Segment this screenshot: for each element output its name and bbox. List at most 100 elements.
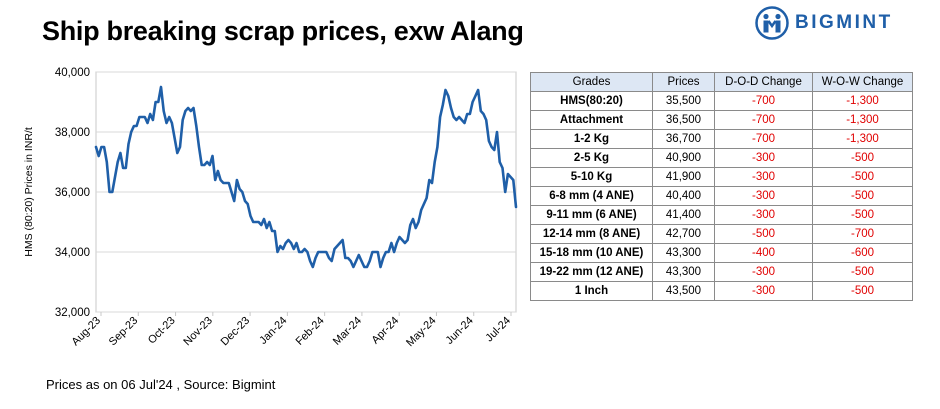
cell-wow-change: -1,300 <box>812 129 913 149</box>
data-point <box>450 107 452 109</box>
data-point <box>285 242 287 244</box>
table-row: 5-10 Kg 41,900 -300 -500 <box>530 167 913 187</box>
data-point <box>431 182 433 184</box>
data-point <box>363 266 365 268</box>
data-point <box>371 251 373 253</box>
data-point <box>182 119 184 121</box>
data-point <box>133 125 135 127</box>
table-row: 6-8 mm (4 ANE) 40,400 -300 -500 <box>530 186 913 206</box>
x-tick-label: Aug-23 <box>70 315 104 349</box>
page-title: Ship breaking scrap prices, exw Alang <box>42 16 524 46</box>
data-point <box>490 146 492 148</box>
cell-dod-change: -700 <box>714 129 813 149</box>
data-point <box>485 119 487 121</box>
brand-logo: BIGMINT <box>755 6 893 40</box>
data-point <box>209 164 211 166</box>
data-point <box>328 257 330 259</box>
data-point <box>103 146 105 148</box>
table-row: Attachment 36,500 -700 -1,300 <box>530 110 913 130</box>
data-point <box>428 179 430 181</box>
data-point <box>390 242 392 244</box>
cell-grade: 12-14 mm (8 ANE) <box>530 224 653 244</box>
data-point <box>276 251 278 253</box>
data-point <box>474 95 476 97</box>
cell-dod-change: -700 <box>714 91 813 111</box>
cell-price: 42,700 <box>652 224 715 244</box>
data-point <box>219 179 221 181</box>
data-point <box>471 101 473 103</box>
data-point <box>95 146 97 148</box>
data-point <box>225 182 227 184</box>
price-table-container: Grades Prices D-O-D Change W-O-W Change … <box>530 72 913 301</box>
cell-grade: 19-22 mm (12 ANE) <box>530 262 653 282</box>
footer-note: Prices as on 06 Jul'24 , Source: Bigmint <box>46 377 276 392</box>
data-point <box>163 110 165 112</box>
data-point <box>146 122 148 124</box>
cell-price: 40,900 <box>652 148 715 168</box>
cell-grade: Attachment <box>530 110 653 130</box>
cell-wow-change: -500 <box>812 148 913 168</box>
data-point <box>463 122 465 124</box>
price-chart-svg: 32,000 34,000 36,000 38,000 40,000 HMS (80:20… <box>23 67 518 349</box>
data-point <box>504 191 506 193</box>
data-point <box>301 251 303 253</box>
data-point <box>442 104 444 106</box>
cell-dod-change: -300 <box>714 167 813 187</box>
y-axis-title: HMS (80:20) Prices in INR/t <box>23 127 35 257</box>
table-row: 19-22 mm (12 ANE) 43,300 -300 -500 <box>530 262 913 282</box>
data-point <box>423 203 425 205</box>
data-point <box>404 242 406 244</box>
data-point <box>312 266 314 268</box>
data-point <box>488 140 490 142</box>
data-point <box>512 179 514 181</box>
data-point <box>314 257 316 259</box>
data-point <box>453 116 455 118</box>
cell-grade: 9-11 mm (6 ANE) <box>530 205 653 225</box>
data-point <box>190 110 192 112</box>
data-point <box>322 251 324 253</box>
table-row: 15-18 mm (10 ANE) 43,300 -400 -600 <box>530 243 913 263</box>
cell-price: 43,300 <box>652 262 715 282</box>
data-point <box>393 251 395 253</box>
data-point <box>138 116 140 118</box>
cell-grade: 1 Inch <box>530 281 653 301</box>
data-point <box>374 251 376 253</box>
data-point <box>168 116 170 118</box>
data-point <box>268 221 270 223</box>
data-point <box>271 230 273 232</box>
y-tick-label: 40,000 <box>55 67 90 79</box>
x-tick-label: Mar-24 <box>331 315 364 348</box>
cell-grade: HMS(80:20) <box>530 91 653 111</box>
table-row: 1 Inch 43,500 -300 -500 <box>530 281 913 301</box>
data-point <box>176 152 178 154</box>
data-point <box>344 257 346 259</box>
data-point <box>350 260 352 262</box>
data-point <box>198 146 200 148</box>
x-tick-label: Apr-24 <box>369 315 401 347</box>
data-point <box>477 89 479 91</box>
x-tick-label: Oct-23 <box>146 315 178 347</box>
cell-grade: 6-8 mm (4 ANE) <box>530 186 653 206</box>
data-point <box>214 179 216 181</box>
data-point <box>135 125 137 127</box>
data-point <box>157 101 159 103</box>
data-point <box>406 239 408 241</box>
cell-price: 43,500 <box>652 281 715 301</box>
x-tick-label: Sep-23 <box>107 315 141 349</box>
data-point <box>171 122 173 124</box>
data-point <box>417 221 419 223</box>
data-point <box>458 116 460 118</box>
x-tick-label: Jun-24 <box>444 315 476 347</box>
data-point <box>233 200 235 202</box>
table-row: 1-2 Kg 36,700 -700 -1,300 <box>530 129 913 149</box>
data-point <box>293 248 295 250</box>
series-line-hms-price <box>94 85 518 269</box>
cell-wow-change: -1,300 <box>812 91 913 111</box>
data-point <box>466 113 468 115</box>
data-point <box>195 125 197 127</box>
data-point <box>114 176 116 178</box>
cell-grade: 2-5 Kg <box>530 148 653 168</box>
data-point <box>263 218 265 220</box>
data-point <box>303 248 305 250</box>
x-tick-label: Dec-23 <box>219 315 253 349</box>
